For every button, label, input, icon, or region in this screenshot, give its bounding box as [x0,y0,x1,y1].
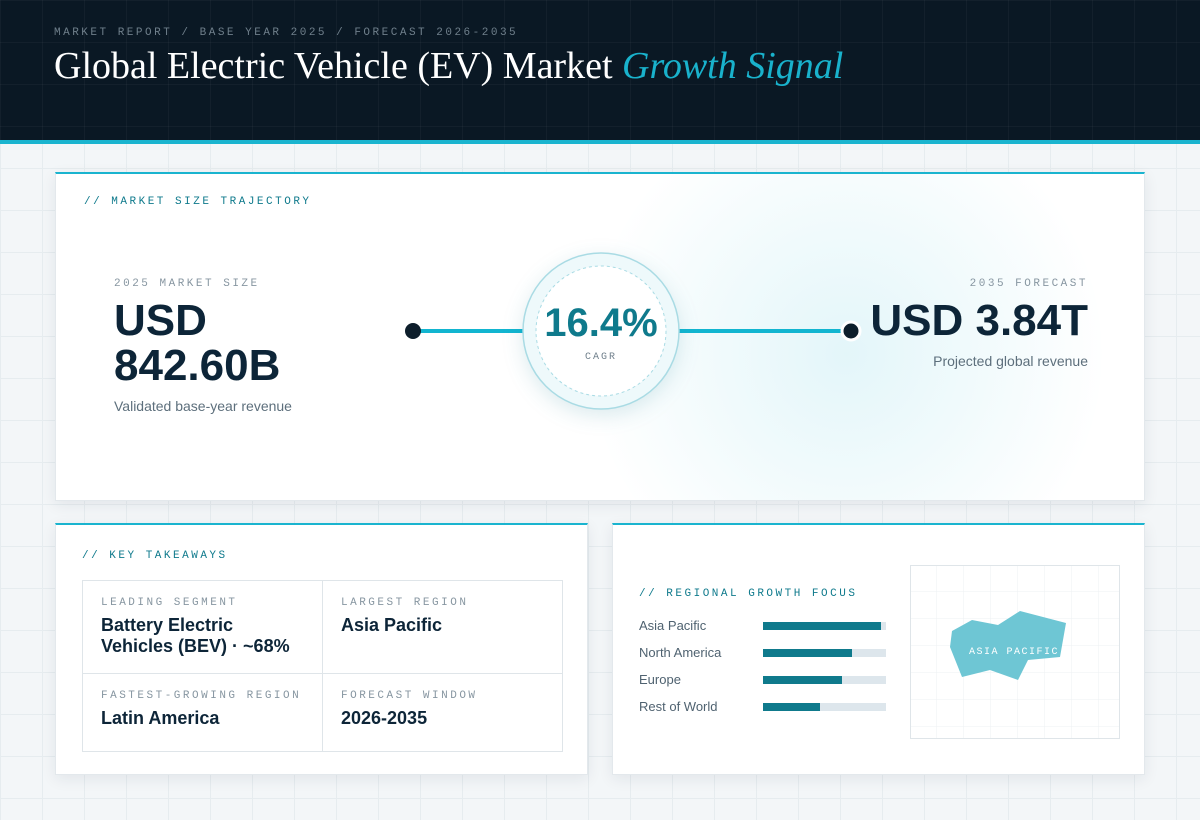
takeaway: FORECAST WINDOW 2026-2035 [323,674,563,745]
start-value: USD 842.60B [114,296,281,390]
section-label: // REGIONAL GROWTH FOCUS [639,588,858,600]
start-note: Validated base-year revenue [114,398,292,414]
takeaway: LARGEST REGION Asia Pacific [323,581,563,652]
region-label: North America [639,645,722,660]
bar [763,649,852,657]
takeaway: LEADING SEGMENT Battery Electric Vehicles… [83,581,323,673]
region-map: ASIA PACIFIC [910,565,1120,739]
start-dot [405,323,421,339]
takeaway-label: FASTEST-GROWING REGION [101,690,302,702]
end-value: USD 3.84T [870,296,1088,345]
end-note: Projected global revenue [933,353,1088,369]
breadcrumb: MARKET REPORT / BASE YEAR 2025 / FORECAS… [54,27,519,39]
divider [83,673,562,674]
divider [322,581,323,751]
takeaway-value: Latin America [101,708,220,728]
cagr-label: CAGR [585,352,617,363]
start-label: 2025 MARKET SIZE [114,278,260,290]
takeaway-label: FORECAST WINDOW [341,690,478,702]
regional-card: // REGIONAL GROWTH FOCUS Asia Pacific Nor… [612,523,1145,775]
bar-track [763,649,886,657]
takeaway-value: 2026-2035 [341,708,428,728]
region-label: Rest of World [639,699,718,714]
end-label: 2035 FORECAST [969,278,1088,290]
section-label: // KEY TAKEAWAYS [82,550,228,562]
title-accent: Growth Signal [622,45,844,87]
takeaway-label: LARGEST REGION [341,597,469,609]
trajectory-card: // MARKET SIZE TRAJECTORY 2025 MARKET SI… [55,172,1145,501]
header: MARKET REPORT / BASE YEAR 2025 / FORECAS… [0,0,1200,144]
section-label: // MARKET SIZE TRAJECTORY [84,196,312,208]
bar [763,703,820,711]
takeaway: FASTEST-GROWING REGION Latin America [83,674,323,745]
takeaway-value: Battery Electric Vehicles (BEV) · ~68% [101,615,290,656]
title-text: Global Electric Vehicle (EV) Market [54,45,613,87]
cagr-inner [535,265,667,397]
bar [763,622,882,630]
takeaways-grid: LEADING SEGMENT Battery Electric Vehicles… [82,580,563,752]
cagr-value: 16.4% [544,301,657,345]
bar [763,676,842,684]
takeaways-card: // KEY TAKEAWAYS LEADING SEGMENT Battery … [55,523,588,775]
region-label: Asia Pacific [639,618,707,633]
takeaway-value: Asia Pacific [341,615,443,635]
bar-track [763,676,886,684]
map-shape [950,611,1066,680]
bar-track [763,622,886,630]
bar-track [763,703,886,711]
takeaway-label: LEADING SEGMENT [101,597,238,609]
region-label: Europe [639,672,681,687]
title: Global Electric Vehicle (EV) Market Grow… [54,44,843,88]
trajectory-graphic: 16.4% CAGR [405,252,862,410]
end-dot [840,320,862,342]
map-label: ASIA PACIFIC [969,647,1059,658]
